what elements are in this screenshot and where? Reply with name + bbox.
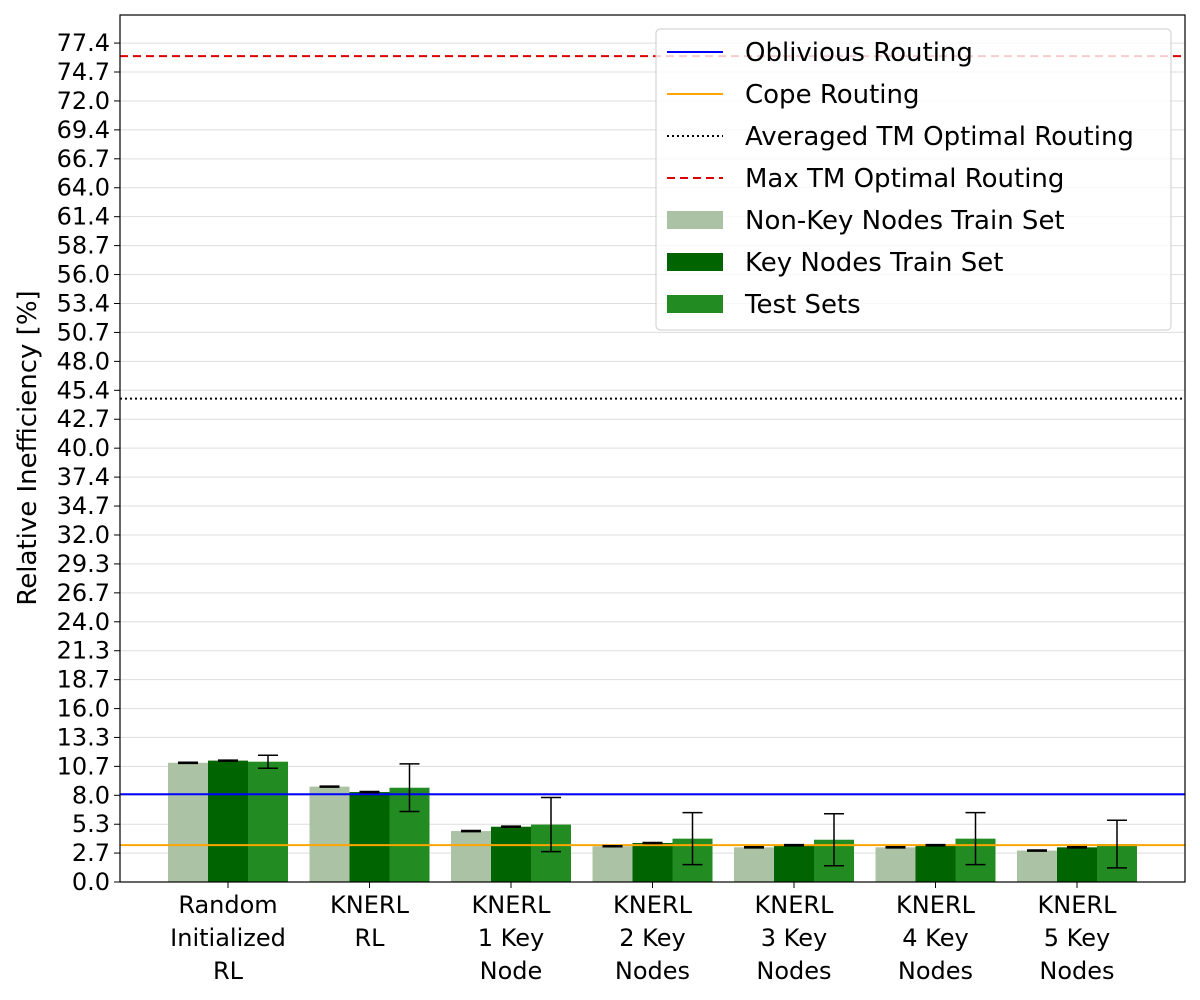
y-tick-label: 29.3 (57, 550, 110, 578)
x-tick-label-line: Nodes (898, 957, 973, 985)
y-tick-label: 77.4 (57, 29, 110, 57)
bar (632, 842, 673, 882)
x-tick-label-line: RL (213, 957, 244, 985)
bar (915, 845, 956, 882)
bar (592, 846, 633, 882)
y-tick-label: 18.7 (57, 666, 110, 694)
x-tick-label-line: 4 Key (902, 924, 968, 952)
y-tick-label: 48.0 (57, 347, 110, 375)
y-tick-label: 53.4 (57, 289, 110, 317)
legend-color-swatch (667, 295, 723, 313)
legend-color-swatch (667, 253, 723, 271)
x-tick-label-line: 3 Key (761, 924, 827, 952)
legend-label: Test Sets (744, 290, 861, 320)
y-tick-label: 61.4 (57, 203, 110, 231)
y-tick-label: 66.7 (57, 145, 110, 173)
y-tick-label: 32.0 (57, 521, 110, 549)
legend-label: Cope Routing (745, 80, 920, 110)
x-tick-label-line: RL (354, 924, 385, 952)
bars (168, 760, 1137, 882)
x-tick-label: Random Initialized RL (170, 891, 286, 985)
bar (349, 792, 390, 882)
y-tick-label: 13.3 (57, 723, 110, 751)
y-tick-label: 26.7 (57, 579, 110, 607)
legend: Oblivious Routing Cope Routing Averaged TM… (655, 28, 1172, 331)
bar (1057, 847, 1097, 882)
bar (248, 761, 288, 882)
x-tick-label: KNERL RL (330, 891, 410, 952)
x-tick-label-line: 5 Key (1044, 924, 1110, 952)
legend-items: Oblivious Routing Cope Routing Averaged TM… (667, 38, 1134, 320)
error-bars (178, 754, 1127, 869)
y-tick-label: 69.4 (57, 116, 110, 144)
x-tick-label-line: KNERL (472, 891, 552, 919)
x-tick-label-line: Node (480, 957, 543, 985)
y-tick-label: 5.3 (72, 810, 110, 838)
y-tick-label: 64.0 (57, 174, 110, 202)
x-tick-label-line: Nodes (1039, 957, 1114, 985)
legend-label: Averaged TM Optimal Routing (745, 122, 1134, 152)
x-tick-label: KNERL 2 Key Nodes (613, 891, 693, 985)
y-tick-label: 37.4 (57, 463, 110, 491)
bar (1017, 850, 1057, 882)
y-tick-label: 40.0 (57, 434, 110, 462)
y-tick-label: 0.0 (72, 868, 110, 896)
x-tick-label-line: KNERL (1038, 891, 1118, 919)
legend-label: Max TM Optimal Routing (745, 164, 1064, 194)
x-tick-label-line: KNERL (896, 891, 976, 919)
x-axis: Random Initialized RL KNERL RL KNERL 1 Key Node… (170, 882, 1117, 985)
y-tick-label: 45.4 (57, 376, 110, 404)
y-tick-label: 16.0 (57, 695, 110, 723)
y-axis: 0.02.75.38.010.713.316.018.721.324.026.7… (57, 29, 120, 896)
x-tick-label-line: Nodes (756, 957, 831, 985)
bar (734, 847, 774, 882)
x-tick-label-line: Random (178, 891, 277, 919)
x-tick-label: KNERL 5 Key Nodes (1038, 891, 1118, 985)
x-tick-label: KNERL 3 Key Nodes (755, 891, 835, 985)
x-tick-label-line: Initialized (170, 924, 286, 952)
legend-frame (655, 28, 1172, 331)
y-tick-label: 2.7 (72, 839, 110, 867)
bar (309, 786, 350, 882)
y-tick-label: 8.0 (72, 781, 110, 809)
y-tick-label: 42.7 (57, 405, 110, 433)
bar (875, 847, 916, 882)
bar (168, 762, 208, 882)
y-axis-title: Relative Inefficiency [%] (13, 290, 43, 605)
x-tick-label-line: Nodes (615, 957, 690, 985)
bar (451, 831, 491, 882)
x-tick-label-line: 1 Key (478, 924, 544, 952)
x-tick-label-line: KNERL (755, 891, 835, 919)
y-tick-label: 10.7 (57, 752, 110, 780)
x-tick-label-line: KNERL (330, 891, 410, 919)
bar (208, 760, 248, 882)
x-tick-label-line: KNERL (613, 891, 693, 919)
legend-label: Key Nodes Train Set (745, 248, 1003, 278)
y-tick-label: 34.7 (57, 492, 110, 520)
x-tick-label: KNERL 4 Key Nodes (896, 891, 976, 985)
bar (491, 826, 531, 882)
legend-color-swatch (667, 211, 723, 229)
legend-label: Non-Key Nodes Train Set (745, 206, 1065, 236)
y-tick-label: 74.7 (57, 58, 110, 86)
x-tick-label-line: 2 Key (619, 924, 685, 952)
y-tick-label: 24.0 (57, 608, 110, 636)
legend-label: Oblivious Routing (745, 38, 973, 68)
y-tick-label: 72.0 (57, 87, 110, 115)
y-tick-label: 58.7 (57, 232, 110, 260)
y-tick-label: 50.7 (57, 318, 110, 346)
bar (774, 845, 814, 882)
y-tick-label: 56.0 (57, 261, 110, 289)
y-tick-label: 21.3 (57, 637, 110, 665)
x-tick-label: KNERL 1 Key Node (472, 891, 552, 985)
